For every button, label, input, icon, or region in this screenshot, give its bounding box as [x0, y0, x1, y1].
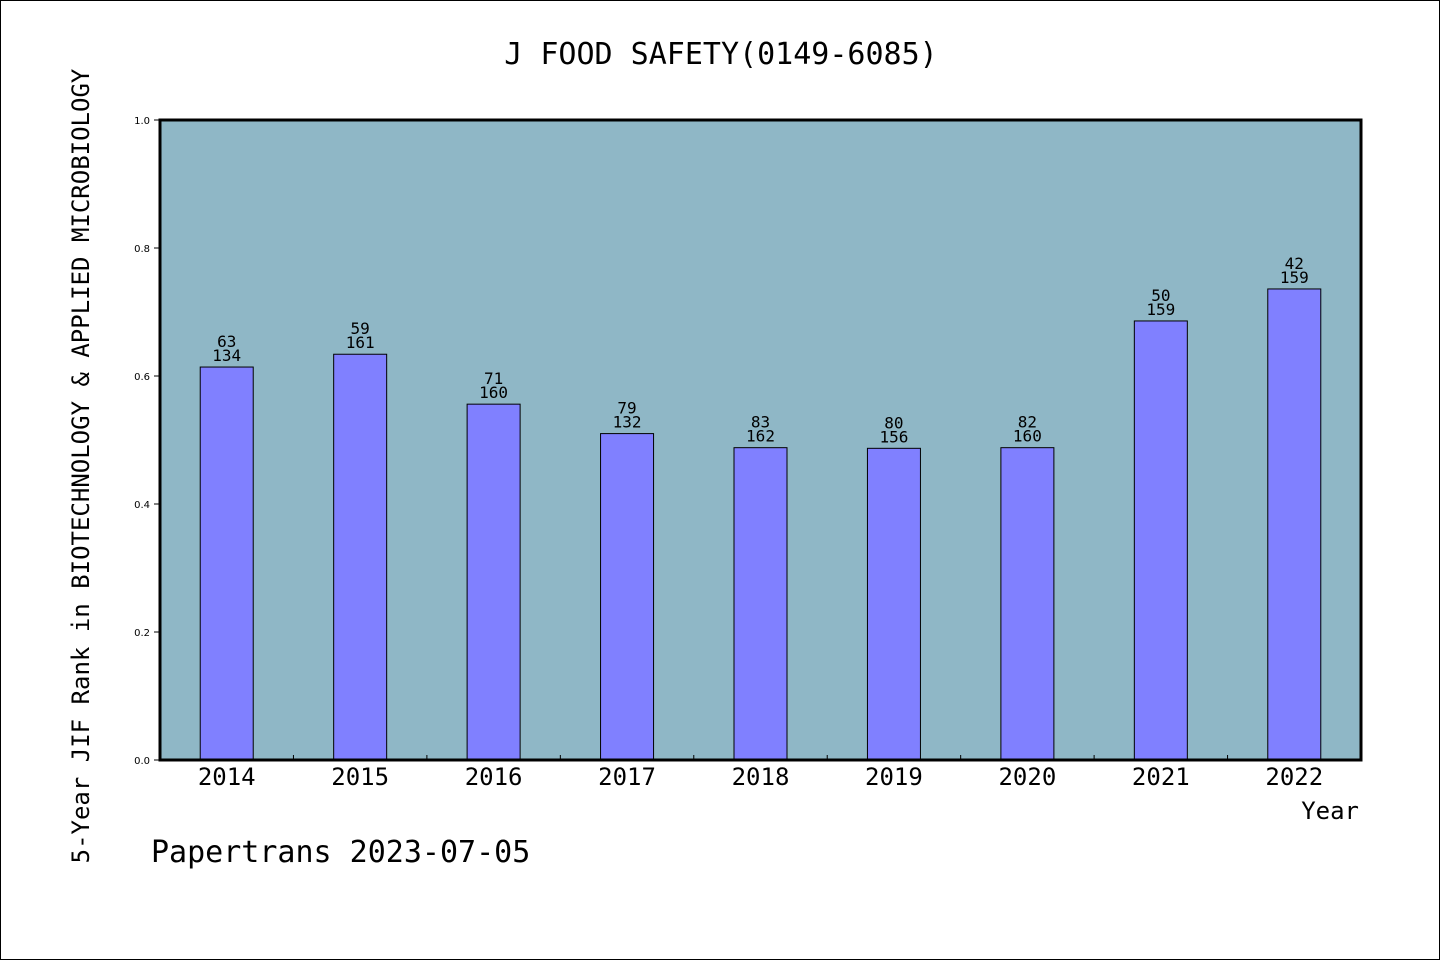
x-tick-label: 2015: [331, 763, 389, 791]
x-tick-label: 2021: [1132, 763, 1190, 791]
bar-2019: [866, 447, 921, 761]
bar-2016: [466, 403, 521, 761]
bar-label-rank: 42: [1285, 254, 1304, 273]
bar-label-rank: 80: [884, 413, 903, 432]
y-tick-label: 0.0: [134, 756, 150, 767]
bar-2017: [600, 433, 655, 761]
x-tick-label: 2019: [865, 763, 923, 791]
bar-label-total: 162: [746, 427, 775, 446]
bar-2020: [1000, 447, 1055, 761]
x-tick-label: 2020: [998, 763, 1056, 791]
y-tick-label: 0.8: [134, 244, 150, 255]
bar-label-rank: 79: [617, 399, 636, 418]
bar-label-total: 134: [212, 346, 241, 365]
bar-label-total: 159: [1280, 268, 1309, 287]
bar-2014: [199, 366, 254, 761]
bar-label-total: 159: [1146, 300, 1175, 319]
y-tick-label: 0.2: [134, 628, 150, 639]
x-tick-label: 2018: [732, 763, 790, 791]
bar-label-rank: 63: [217, 332, 236, 351]
x-tick-label: 2014: [198, 763, 256, 791]
footer-credit: Papertrans 2023-07-05: [151, 835, 531, 870]
bar-label-rank: 59: [351, 319, 370, 338]
x-tick-label: 2017: [598, 763, 656, 791]
bar-2015: [333, 353, 388, 761]
bar-label-total: 132: [613, 413, 642, 432]
bar-label-rank: 71: [484, 369, 503, 388]
bar-label-total: 160: [479, 383, 508, 402]
x-tick-label: 2022: [1265, 763, 1323, 791]
x-axis-label: Year: [1301, 797, 1359, 825]
bar-2021: [1133, 320, 1188, 761]
bar-2018: [733, 447, 788, 761]
bar-label-total: 160: [1013, 427, 1042, 446]
x-tick-label: 2016: [465, 763, 523, 791]
bar-label-rank: 50: [1151, 286, 1170, 305]
y-tick-label: 1.0: [134, 116, 150, 127]
y-tick-label: 0.4: [134, 500, 150, 511]
plot-border: [158, 118, 1363, 762]
bar-label-total: 161: [346, 333, 375, 352]
bar-label-total: 156: [879, 427, 908, 446]
y-tick-label: 0.6: [134, 372, 150, 383]
bar-2022: [1267, 288, 1322, 761]
bar-label-rank: 83: [751, 413, 770, 432]
bar-label-rank: 82: [1018, 413, 1037, 432]
chart-title: J FOOD SAFETY(0149-6085): [504, 37, 938, 72]
